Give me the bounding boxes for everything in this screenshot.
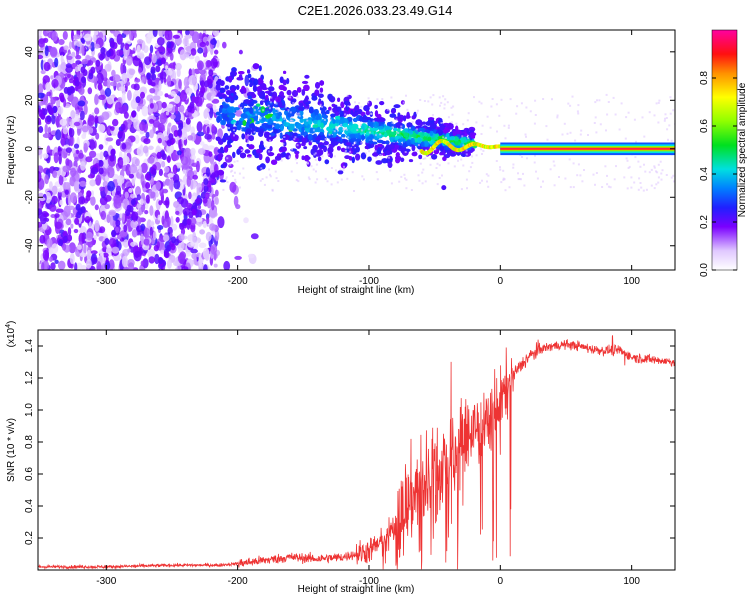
y-tick-label: 0.8 [24,435,35,449]
colorbar-tick-label: 0.6 [699,119,710,133]
y-tick-label: 0.4 [24,499,35,513]
x-tick-label: -200 [228,276,248,287]
spectrogram-x-label: Height of straight line (km) [298,285,415,296]
y-tick-label: 0.2 [24,531,35,545]
spectrogram-heatmap [38,30,675,270]
snr-series-line [38,335,675,570]
y-tick-label: 1.0 [24,403,35,417]
colorbar-tick-label: 0.0 [699,263,710,277]
y-tick-label: 1.4 [24,339,35,353]
colorbar-label: Normalized spectral amplitude [737,82,748,217]
snr-plot-area [38,330,675,570]
x-tick-label: 100 [623,276,640,287]
x-tick-label: -200 [228,576,248,587]
snr-y-multiplier: (x104) [5,321,17,348]
colorbar-tick-label: 0.4 [699,167,710,181]
spectrogram-y-label: Frequency (Hz) [6,116,17,185]
x-tick-label: -300 [96,276,116,287]
x-tick-label: 100 [623,576,640,587]
x-tick-label: -300 [96,576,116,587]
snr-y-label: SNR (10 * v/v) [6,418,17,482]
snr-frame [37,329,676,571]
y-tick-label: 20 [24,94,35,106]
y-tick-label: 1.2 [24,371,35,385]
x-tick-label: -100 [359,276,379,287]
y-tick-label: 0 [24,146,35,152]
y-tick-label: 40 [24,46,35,58]
y-tick-label: -20 [24,190,35,205]
snr-x-axis: -300 -200 -100 0 100 [96,330,640,587]
x-tick-label: 0 [498,276,504,287]
y-tick-label: 0.6 [24,467,35,481]
colorbar-axis: 0.0 0.2 0.4 0.6 0.8 [699,71,737,277]
spectrogram-x-axis: -300 -200 -100 0 100 [96,30,640,287]
spectrogram-y-axis: -40 -20 0 20 40 [24,46,675,253]
x-tick-label: -100 [359,576,379,587]
chart-title: C2E1.2026.033.23.49.G14 [298,3,453,18]
snr-multiplier-exponent: 4 [5,324,12,328]
snr-y-axis: 0.2 0.4 0.6 0.8 1.0 1.2 1.4 [24,339,675,545]
y-tick-label: -40 [24,238,35,253]
snr-multiplier-close: ) [6,321,17,324]
colorbar-tick-label: 0.2 [699,215,710,229]
snr-multiplier-base: (x10 [6,327,17,347]
x-tick-label: 0 [498,576,504,587]
colorbar-tick-label: 0.8 [699,71,710,85]
snr-x-label: Height of straight line (km) [298,584,415,595]
spectrogram-frame [37,29,676,271]
colorbar [711,29,738,271]
